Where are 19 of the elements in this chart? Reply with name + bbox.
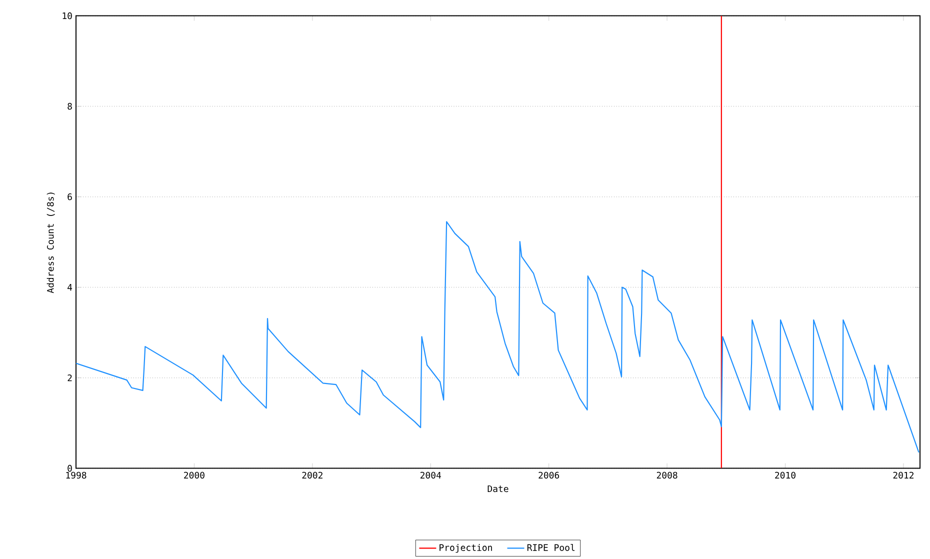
y-tick-label: 2: [68, 374, 72, 382]
y-tick-label: 10: [62, 12, 72, 20]
line-series: [76, 221, 920, 454]
y-axis-title: Address Count (/8s): [46, 192, 55, 294]
x-tick-label: 2008: [656, 472, 678, 479]
y-tick-label: 6: [68, 193, 72, 200]
x-tick-label: 2002: [302, 472, 322, 479]
x-axis-title: Date: [488, 485, 508, 492]
x-tick-label: 2010: [775, 472, 796, 479]
legend-label: RIPE Pool: [527, 544, 575, 551]
y-tick-label: 4: [68, 284, 72, 291]
x-tick-label: 2000: [184, 472, 204, 479]
x-tick-label: 1998: [66, 472, 86, 479]
x-tick-label: 2004: [420, 472, 441, 479]
x-tick-label: 2006: [538, 472, 560, 479]
x-tick-label: 2012: [893, 472, 914, 479]
legend-label: Projection: [440, 544, 492, 553]
y-tick-label: 8: [68, 102, 72, 110]
y-tick-label: 0: [68, 464, 72, 472]
